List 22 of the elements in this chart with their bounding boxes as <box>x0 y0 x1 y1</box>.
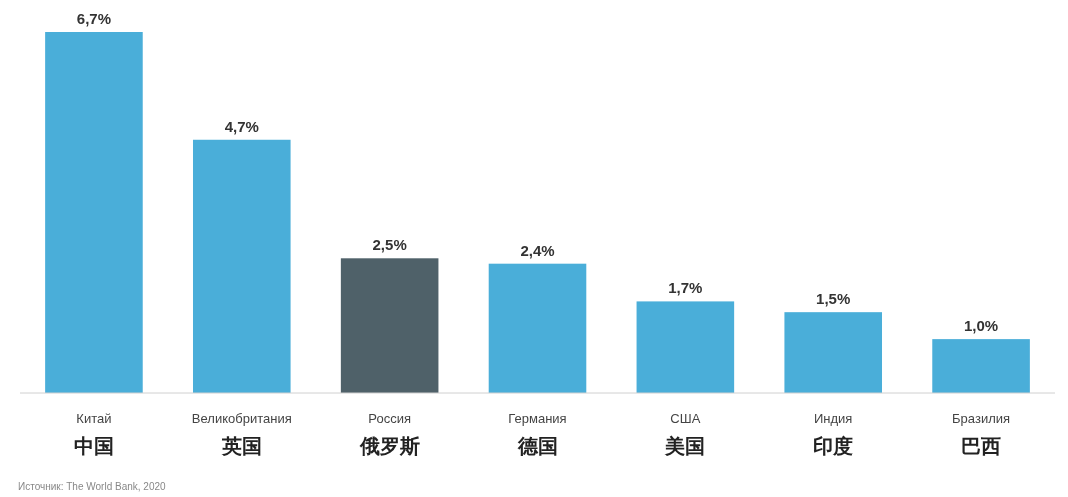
bar <box>340 258 439 393</box>
data-label: 6,7% <box>76 10 112 27</box>
data-label: 4,7% <box>224 117 259 135</box>
data-label: 1,0% <box>963 317 999 335</box>
x-tick-label: Китай 中国 <box>73 411 114 458</box>
bar <box>45 32 143 393</box>
x-tick-label: Великобритания 英国 <box>191 411 292 458</box>
data-label: 2,4% <box>520 241 555 259</box>
data-label: 1,7% <box>668 279 703 297</box>
x-tick-label: Индия 印度 <box>813 411 854 458</box>
bar <box>488 263 587 393</box>
text: Источник: The World Bank, 2020 <box>18 481 166 492</box>
x-tick-label: Бразилия 巴西 <box>952 411 1011 458</box>
data-label: 2,5% <box>372 236 407 254</box>
x-tick-label: Россия 俄罗斯 <box>358 411 420 458</box>
x-tick-label: США 美国 <box>664 411 706 458</box>
bar <box>932 339 1030 393</box>
bar <box>192 139 291 393</box>
x-tick-label: Германия 德国 <box>508 411 567 458</box>
bar <box>784 312 883 393</box>
bar <box>636 301 735 393</box>
data-label: 1,5% <box>816 290 851 308</box>
